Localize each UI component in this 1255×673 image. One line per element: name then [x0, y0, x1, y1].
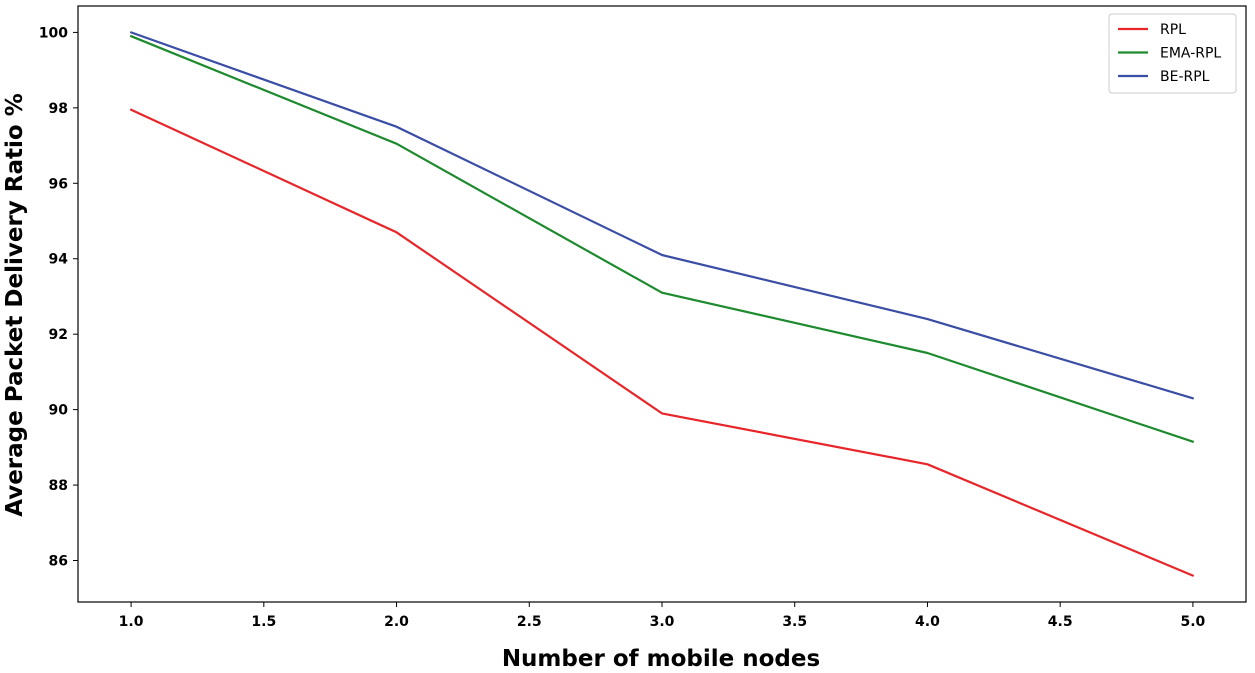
- x-tick-label: 3.0: [650, 614, 675, 630]
- x-tick-label: 5.0: [1181, 614, 1206, 630]
- y-tick-label: 88: [49, 478, 68, 494]
- y-tick-label: 94: [49, 252, 69, 268]
- x-tick-label: 2.5: [517, 614, 542, 630]
- legend-label: BE-RPL: [1160, 69, 1210, 85]
- legend-label: RPL: [1160, 22, 1186, 38]
- plot-frame: [77, 5, 1247, 603]
- series-line-ema-rpl: [130, 35, 1195, 443]
- y-tick-label: 90: [49, 403, 69, 419]
- legend: RPL EMA-RPL BE-RPL: [1108, 13, 1237, 94]
- plot-area-border: [77, 5, 1247, 603]
- x-tick-label: 2.0: [384, 614, 409, 630]
- y-tick-label: 92: [49, 327, 68, 343]
- x-tick-label: 4.0: [915, 614, 940, 630]
- x-axis-ticks: 1.0 1.5 2.0 2.5 3.0 3.5 4.0 4.5 5.0: [119, 602, 1206, 630]
- y-tick-label: 100: [39, 25, 68, 41]
- series-line-be-rpl: [130, 31, 1195, 400]
- x-tick-label: 1.0: [119, 614, 144, 630]
- y-axis-title: Average Packet Delivery Ratio %: [2, 93, 28, 517]
- series-line-rpl: [130, 108, 1195, 577]
- y-tick-label: 96: [49, 176, 68, 192]
- x-axis-title: Number of mobile nodes: [502, 646, 820, 672]
- x-tick-label: 3.5: [782, 614, 807, 630]
- x-tick-label: 4.5: [1048, 614, 1073, 630]
- series-layer: [130, 31, 1195, 577]
- x-tick-label: 1.5: [251, 614, 276, 630]
- legend-box: [1108, 13, 1237, 94]
- y-tick-label: 98: [49, 101, 68, 117]
- y-tick-label: 86: [49, 554, 68, 570]
- y-axis-ticks: 86 88 90 92 94 96 98 100: [39, 25, 78, 570]
- legend-label: EMA-RPL: [1160, 46, 1221, 62]
